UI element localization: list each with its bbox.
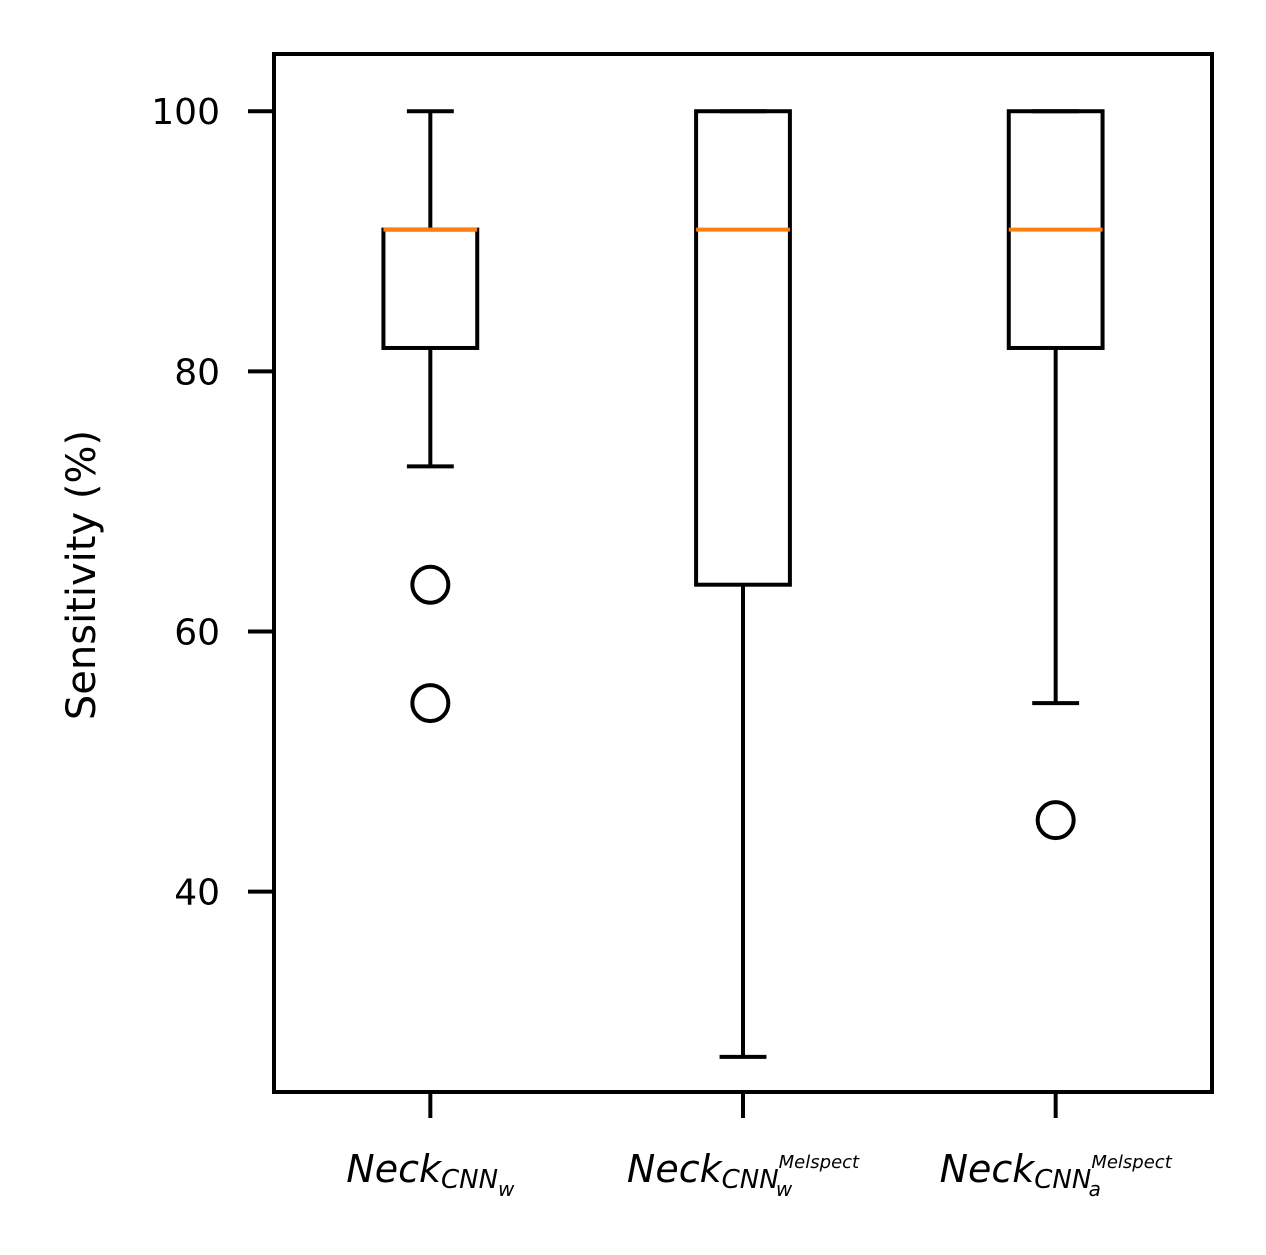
x-tick-label: NeckCNNw — [346, 1147, 515, 1201]
box-1 — [381, 109, 480, 724]
y-axis: 40 60 80 100 — [151, 92, 274, 914]
box-2 — [694, 109, 792, 1059]
y-axis-label: Sensitivity (%) — [59, 430, 105, 720]
y-tick-label: 100 — [151, 92, 220, 133]
outlier-point — [410, 564, 451, 605]
outlier-point — [410, 683, 451, 724]
x-tick-label: NeckCNNMelspect w — [627, 1147, 860, 1201]
y-tick-label: 80 — [174, 352, 220, 393]
box-body — [694, 109, 792, 587]
y-tick-label: 60 — [174, 613, 220, 654]
x-tick-label: NeckCNNMelspect a — [940, 1147, 1173, 1201]
plot-frame — [272, 52, 1214, 1094]
plot-area — [381, 109, 1105, 1059]
y-tick-label: 40 — [174, 873, 220, 914]
box-3 — [1006, 109, 1105, 841]
outlier-point — [1035, 800, 1076, 841]
x-axis: NeckCNNw NeckCNNMelspect w NeckCNNMelspect a — [346, 1092, 1173, 1201]
box-body — [381, 227, 480, 350]
